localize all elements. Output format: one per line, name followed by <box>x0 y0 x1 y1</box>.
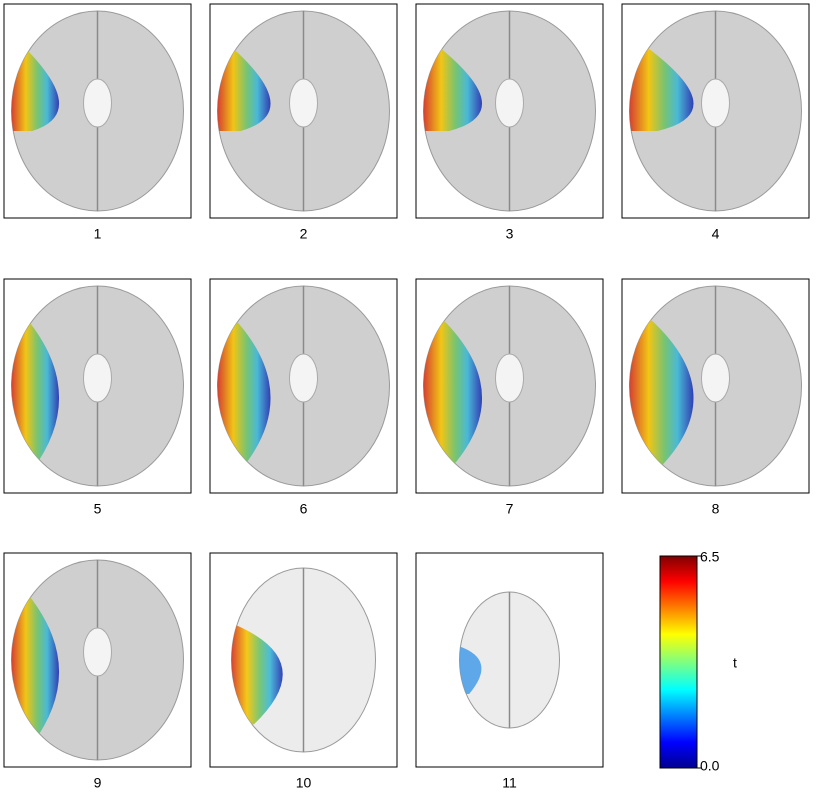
ventricle <box>83 78 112 128</box>
panel-label: 10 <box>296 775 312 791</box>
brain-panel <box>209 278 398 494</box>
panel-label: 3 <box>506 226 514 242</box>
colorbar-label: t <box>733 655 737 671</box>
panel-label: 5 <box>94 501 102 517</box>
panel-label: 4 <box>712 226 720 242</box>
activation-overlay <box>423 302 483 470</box>
brain-panel <box>3 3 192 219</box>
activation-overlay <box>217 302 271 470</box>
panel-label: 2 <box>300 226 308 242</box>
ventricle <box>701 78 730 128</box>
brain-panel <box>621 3 810 219</box>
ventricle <box>289 78 318 128</box>
panel-label: 8 <box>712 501 720 517</box>
activation-overlay <box>11 302 60 470</box>
activation-overlay <box>629 35 694 131</box>
colorbar-tick-label: 6.5 <box>700 549 720 565</box>
panel-label: 11 <box>502 775 517 791</box>
activation-overlay <box>629 302 694 470</box>
brain-panel <box>415 278 604 494</box>
panel-label: 9 <box>94 775 102 791</box>
brain-panel <box>209 3 398 219</box>
panel-label: 7 <box>506 501 514 517</box>
activation-overlay <box>217 35 271 131</box>
activation-overlay <box>231 623 283 725</box>
activation-overlay <box>459 646 482 694</box>
brain-panel <box>209 552 398 768</box>
activation-overlay <box>423 35 483 131</box>
panel-label: 6 <box>300 501 308 517</box>
brain-panel <box>415 3 604 219</box>
panel-label: 1 <box>94 226 102 242</box>
ventricle <box>701 353 730 403</box>
ventricle <box>495 78 524 128</box>
colorbar-tick-label: 0.0 <box>700 758 720 774</box>
ventricle <box>83 353 112 403</box>
ventricle <box>495 353 524 403</box>
ventricle <box>289 353 318 403</box>
brain-panel <box>621 278 810 494</box>
colorbar <box>659 555 698 769</box>
activation-overlay <box>11 576 60 744</box>
brain-panel <box>3 278 192 494</box>
brain-panel <box>415 552 604 768</box>
brain-panel <box>3 552 192 768</box>
ventricle <box>83 627 112 677</box>
